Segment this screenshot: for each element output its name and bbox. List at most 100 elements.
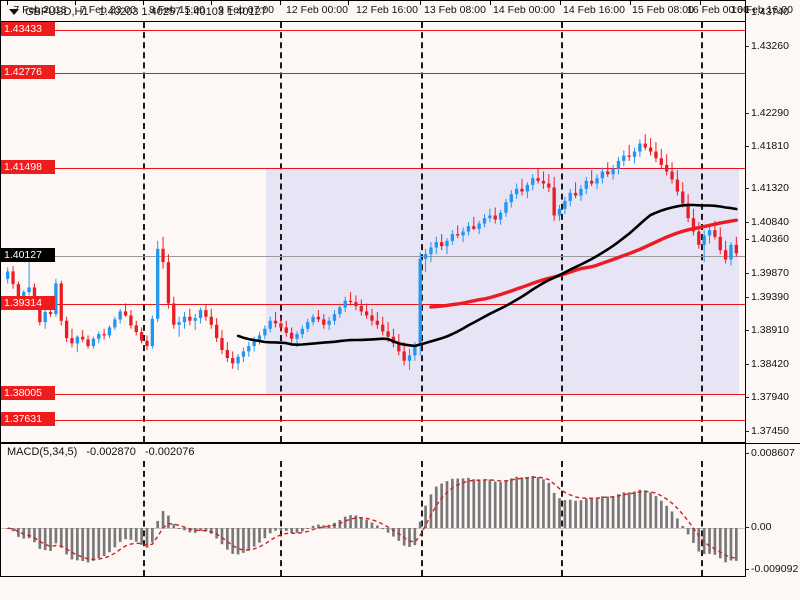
- candlestick-series: [6, 134, 738, 371]
- ohlc-values: 1.40203 1.40257 1.40103 1.40127: [98, 5, 267, 18]
- time-tick-mark-10: [700, 0, 701, 5]
- time-axis-label-8: 14 Feb 16:00: [563, 4, 625, 16]
- current-price-label[interactable]: 1.40127: [1, 248, 55, 262]
- price-tick-8: 1.39390: [745, 291, 800, 304]
- macd-gridline-vertical-2: [421, 461, 423, 576]
- price-tick-9: 1.38910: [745, 324, 800, 337]
- level-price-label-1.37631[interactable]: 1.37631: [1, 412, 55, 426]
- price-tick-0: 1.43740: [745, 6, 800, 19]
- price-tick-mark: [745, 273, 749, 274]
- price-tick-mark: [745, 330, 749, 331]
- price-tick-7: 1.39870: [745, 267, 800, 280]
- macd-gridline-vertical-1: [280, 461, 282, 576]
- level-price-label-1.41498[interactable]: 1.41498: [1, 160, 55, 174]
- time-axis-label-10: 16 Feb 00:00: [687, 4, 749, 16]
- level-line-support-3: [1, 420, 745, 421]
- current-price-line: [1, 256, 745, 257]
- price-tick-mark: [745, 431, 749, 432]
- price-tick-mark: [745, 297, 749, 298]
- time-tick-mark-3: [211, 0, 212, 5]
- level-price-label-1.42776[interactable]: 1.42776: [1, 65, 55, 79]
- price-tick-label: 1.37940: [751, 391, 789, 403]
- macd-gridline-vertical-0: [143, 461, 145, 576]
- price-tick-mark: [745, 188, 749, 189]
- price-tick-label: 1.41810: [751, 140, 789, 152]
- price-tick-mark: [745, 46, 749, 47]
- price-tick-3: 1.41810: [745, 140, 800, 153]
- price-tick-4: 1.41320: [745, 182, 800, 195]
- price-tick-label: 1.39870: [751, 267, 789, 279]
- macd-tick-mark: [745, 527, 749, 528]
- price-tick-label: 1.38910: [751, 324, 789, 336]
- macd-title: MACD(5,34,5): [7, 446, 78, 458]
- price-tick-label: 1.41320: [751, 182, 789, 194]
- macd-tick-1: 0.00: [745, 521, 800, 534]
- price-chart-pane[interactable]: [0, 21, 746, 443]
- level-line-support-2: [1, 394, 745, 395]
- macd-tick-label: 0.00: [751, 521, 772, 533]
- time-axis-label-5: 12 Feb 16:00: [356, 4, 418, 16]
- time-tick-mark-0: [7, 0, 8, 5]
- level-price-label-1.39314[interactable]: 1.39314: [1, 296, 55, 310]
- time-axis-label-7: 14 Feb 00:00: [493, 4, 555, 16]
- macd-indicator-pane[interactable]: MACD(5,34,5) -0.002870 -0.002076: [0, 442, 746, 577]
- time-axis-label-2: 8 Feb 15:00: [148, 4, 206, 16]
- price-tick-mark: [745, 222, 749, 223]
- price-tick-label: 1.40840: [751, 216, 789, 228]
- time-axis-label-6: 13 Feb 08:00: [424, 4, 486, 16]
- time-axis-label-4: 12 Feb 00:00: [286, 4, 348, 16]
- highlight-rectangle: [266, 169, 739, 395]
- macd-signal-value: -0.002076: [144, 446, 195, 458]
- level-line-resistance-1: [1, 30, 745, 31]
- price-tick-mark: [745, 12, 749, 13]
- price-tick-mark: [745, 364, 749, 365]
- macd-tick-mark: [745, 453, 749, 454]
- price-tick-label: 1.40360: [751, 233, 789, 245]
- macd-tick-label: -0.009092: [751, 563, 799, 575]
- macd-gridline-vertical-3: [561, 461, 563, 576]
- time-tick-mark-4: [280, 0, 281, 5]
- price-tick-mark: [745, 146, 749, 147]
- price-tick-label: 1.37450: [751, 425, 789, 437]
- time-axis-label-11: 16 Feb 16:00: [731, 4, 793, 16]
- price-gridline-vertical-3: [561, 22, 563, 442]
- caret-down-icon[interactable]: [9, 8, 19, 15]
- price-tick-11: 1.37940: [745, 391, 800, 404]
- price-tick-label: 1.43740: [751, 6, 789, 18]
- moving-average-slow-line: [236, 203, 738, 348]
- price-gridline-vertical-4: [701, 22, 703, 442]
- price-tick-2: 1.42290: [745, 107, 800, 120]
- price-tick-label: 1.38420: [751, 358, 789, 370]
- price-tick-label: 1.39390: [751, 291, 789, 303]
- moving-average-fast-line: [429, 218, 738, 309]
- level-price-label-1.38005[interactable]: 1.38005: [1, 386, 55, 400]
- level-line-support-1: [1, 304, 745, 305]
- price-gridline-vertical-1: [280, 22, 282, 442]
- macd-main-value: -0.002870: [86, 446, 136, 458]
- time-axis-label-9: 15 Feb 08:00: [632, 4, 694, 16]
- price-tick-10: 1.38420: [745, 358, 800, 371]
- macd-histogram-series: [6, 476, 738, 563]
- price-tick-6: 1.40360: [745, 233, 800, 246]
- chart-header-bar: GBPUSD,H1 1.40203 1.40257 1.40103 1.4012…: [0, 0, 746, 22]
- level-line-resistance-2: [1, 73, 745, 74]
- macd-legend: MACD(5,34,5) -0.002870 -0.002076: [7, 446, 195, 458]
- macd-tick-2: -0.009092: [745, 563, 800, 576]
- price-tick-mark: [745, 239, 749, 240]
- price-tick-5: 1.40840: [745, 216, 800, 229]
- time-tick-mark-6: [420, 0, 421, 5]
- time-tick-mark-1: [75, 0, 76, 5]
- time-tick-mark-11: [745, 0, 746, 5]
- price-tick-12: 1.37450: [745, 425, 800, 438]
- macd-signal-line: [7, 476, 737, 561]
- level-price-label-1.43433[interactable]: 1.43433: [1, 22, 55, 36]
- price-tick-mark: [745, 397, 749, 398]
- macd-zero-line: [1, 528, 745, 529]
- macd-tick-label: 0.008607: [751, 447, 795, 459]
- time-tick-mark-7: [490, 0, 491, 5]
- time-tick-mark-2: [143, 0, 144, 5]
- symbol-label: GBPUSD,H1: [25, 5, 89, 18]
- time-tick-mark-9: [630, 0, 631, 5]
- level-line-resistance-3: [1, 168, 745, 169]
